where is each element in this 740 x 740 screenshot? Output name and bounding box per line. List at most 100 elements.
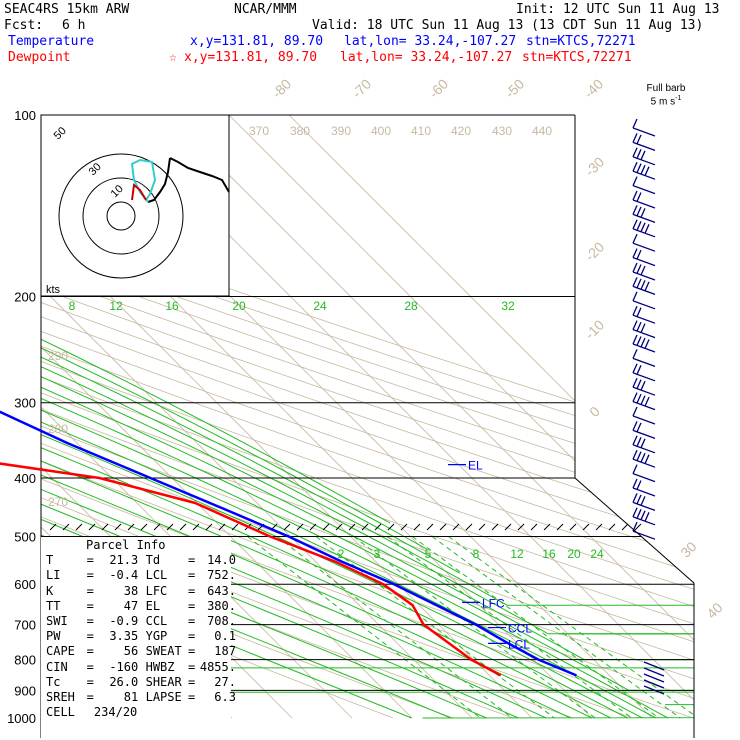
theta-label: 410: [411, 124, 431, 138]
wind-barb-flag: [632, 478, 638, 489]
center-name: NCAR/MMM: [234, 2, 297, 17]
equals-sign: =: [188, 568, 196, 583]
wind-barb-flag: [636, 494, 642, 505]
equals-sign: =: [86, 644, 94, 659]
parcel-value: 26.0: [109, 674, 139, 689]
equals-sign: =: [188, 614, 196, 629]
temperature-latlon: lat,lon= 33.24,-107.27: [344, 34, 517, 49]
parcel-key: YGP: [145, 629, 168, 644]
tick-mark: [283, 523, 291, 531]
tick-mark: [478, 523, 486, 531]
wind-barb-flag: [632, 320, 638, 330]
parcel-value: 380.: [207, 598, 236, 613]
wind-barb-flag: [636, 336, 642, 346]
tick-mark: [517, 523, 525, 531]
wind-barb-flag: [632, 349, 638, 359]
mixing-ratio-label: 8: [473, 547, 480, 561]
isotherm-line: [41, 115, 533, 719]
parcel-value: -0.4: [109, 568, 139, 583]
wind-barb-flag: [644, 224, 650, 234]
parcel-key: SREH: [46, 690, 75, 705]
parcel-key: SWI: [46, 614, 68, 629]
tick-mark: [62, 523, 70, 531]
tick-mark: [634, 523, 642, 531]
wind-barb-flag: [644, 281, 650, 292]
theta-label: 400: [371, 124, 391, 138]
theta-label: 380: [290, 124, 310, 138]
wind-barb-staff: [632, 530, 656, 540]
tick-mark: [504, 523, 512, 531]
parcel-info-row: T = 21.3 Td = 14.0: [46, 553, 236, 568]
pressure-tick-label: 300: [14, 396, 36, 411]
parcel-value: 234/20: [93, 705, 138, 720]
wind-barb-flag: [632, 377, 638, 388]
hodograph: 50 30 10 kts: [40, 114, 230, 297]
tick-mark: [621, 523, 629, 531]
barb-legend-line2: 5 m s: [650, 96, 676, 108]
mixing-ratio-line: [431, 536, 681, 719]
parcel-value: 47: [123, 598, 139, 613]
wind-barb-staff: [643, 667, 665, 677]
moist-adiabat-line: [41, 296, 460, 574]
wind-barb-flag: [636, 163, 642, 173]
wind-barb-flag: [640, 438, 646, 449]
mixing-ratio-label: 20: [567, 547, 581, 561]
dry-adiabat-line: [41, 115, 694, 719]
hodograph-trace-surface: [131, 183, 147, 201]
wind-barb-flag: [640, 164, 646, 175]
tick-mark: [49, 523, 57, 531]
theta-e-label: 28: [404, 299, 418, 313]
tick-mark: [296, 523, 304, 531]
tick-mark: [400, 523, 408, 531]
pressure-tick-label: 500: [14, 529, 36, 544]
isotherm-label: -80: [269, 76, 295, 102]
equals-sign: =: [86, 659, 94, 674]
tick-mark: [556, 523, 564, 531]
tick-mark: [439, 523, 447, 531]
tick-mark: [88, 523, 96, 531]
dry-adiabat-line: [41, 115, 694, 719]
wind-barb-flag: [632, 248, 638, 258]
tick-mark: [335, 523, 343, 531]
wind-barb-flag: [640, 510, 646, 521]
spacer: [138, 568, 145, 583]
dry-adiabat-line: [41, 115, 694, 719]
equals-sign: =: [86, 568, 94, 583]
wind-barb-flag: [636, 278, 642, 289]
wind-barb-staff: [632, 357, 656, 368]
wind-barb-flag: [636, 365, 642, 375]
theta-side-label: 290: [48, 349, 68, 363]
tick-mark: [465, 523, 473, 531]
equals-sign: =: [86, 553, 94, 568]
wind-barb-flag: [632, 205, 638, 215]
parcel-key: CCL: [145, 614, 168, 629]
wind-barb-flag: [640, 380, 646, 391]
dry-adiabat-line: [41, 115, 694, 719]
wind-barb-flag: [640, 280, 646, 290]
equals-sign: =: [188, 674, 196, 689]
equals-sign: =: [86, 614, 94, 629]
wind-barb-staff: [643, 679, 665, 689]
theta-e-label: 12: [109, 299, 123, 313]
isotherm-label: -30: [582, 154, 608, 180]
equals-sign: =: [188, 629, 196, 644]
dewpoint-xy: x,y=131.81, 89.70: [184, 50, 318, 65]
parcel-info-row: TT = 47 EL = 380.: [46, 599, 236, 614]
dry-adiabat-line: [41, 115, 694, 719]
theta-e-label: 24: [313, 299, 327, 313]
tick-mark: [101, 523, 109, 531]
spacer: [138, 584, 145, 599]
parcel-key: Td: [145, 553, 161, 568]
equals-sign: =: [188, 644, 196, 659]
wind-barb-flag: [640, 150, 646, 161]
wind-barb-flag: [632, 421, 638, 431]
dry-adiabat-line: [41, 115, 694, 719]
equals-sign: [84, 705, 94, 720]
parcel-info-box: [41, 537, 231, 740]
dry-adiabat-line: [41, 115, 694, 719]
equals-sign: =: [188, 598, 196, 613]
tick-mark: [127, 523, 135, 531]
parcel-key: SWEAT: [145, 644, 182, 659]
wind-barb-flag: [636, 264, 642, 274]
